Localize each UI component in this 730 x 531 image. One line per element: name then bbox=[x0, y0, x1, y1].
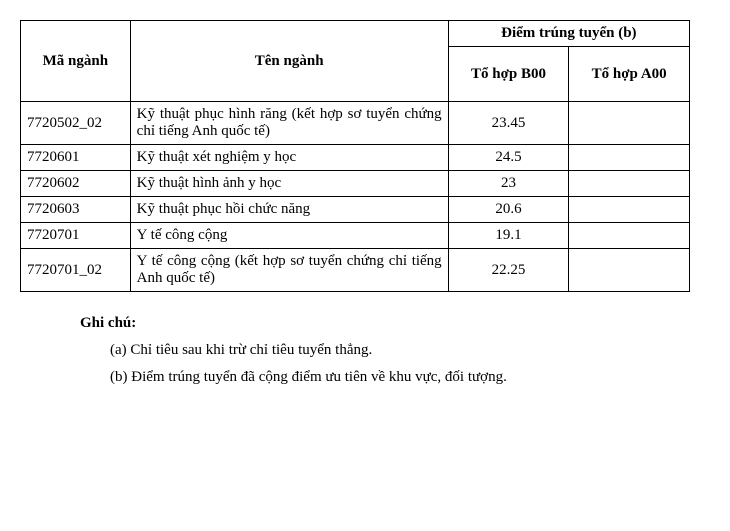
cell-ma: 7720701 bbox=[21, 223, 131, 249]
cell-ma: 7720603 bbox=[21, 197, 131, 223]
cell-b00: 19.1 bbox=[448, 223, 569, 249]
cell-a00 bbox=[569, 197, 690, 223]
cell-b00: 23.45 bbox=[448, 102, 569, 145]
table-body: 7720502_02 Kỹ thuật phục hình răng (kết … bbox=[21, 102, 690, 292]
header-a00: Tổ hợp A00 bbox=[569, 47, 690, 102]
table-header-row-1: Mã ngành Tên ngành Điểm trúng tuyển (b) bbox=[21, 21, 690, 47]
note-b: (b) Điểm trúng tuyển đã cộng điểm ưu tiê… bbox=[110, 364, 710, 391]
cell-ten: Kỹ thuật xét nghiệm y học bbox=[130, 145, 448, 171]
cell-a00 bbox=[569, 223, 690, 249]
cell-a00 bbox=[569, 102, 690, 145]
cell-ten: Y tế công cộng (kết hợp sơ tuyển chứng c… bbox=[130, 249, 448, 292]
cell-b00: 20.6 bbox=[448, 197, 569, 223]
cell-a00 bbox=[569, 145, 690, 171]
cell-ten: Kỹ thuật hình ảnh y học bbox=[130, 171, 448, 197]
header-ten: Tên ngành bbox=[130, 21, 448, 102]
cell-ma: 7720601 bbox=[21, 145, 131, 171]
admission-scores-table: Mã ngành Tên ngành Điểm trúng tuyển (b) … bbox=[20, 20, 690, 292]
notes-section: Ghi chú: (a) Chỉ tiêu sau khi trừ chỉ ti… bbox=[80, 310, 710, 391]
notes-title: Ghi chú: bbox=[80, 310, 710, 337]
cell-ma: 7720701_02 bbox=[21, 249, 131, 292]
cell-ten: Kỹ thuật phục hồi chức năng bbox=[130, 197, 448, 223]
header-b00: Tổ hợp B00 bbox=[448, 47, 569, 102]
cell-ten: Kỹ thuật phục hình răng (kết hợp sơ tuyể… bbox=[130, 102, 448, 145]
cell-a00 bbox=[569, 249, 690, 292]
table-row: 7720502_02 Kỹ thuật phục hình răng (kết … bbox=[21, 102, 690, 145]
note-a: (a) Chỉ tiêu sau khi trừ chỉ tiêu tuyển … bbox=[110, 337, 710, 364]
cell-b00: 22.25 bbox=[448, 249, 569, 292]
table-row: 7720701_02 Y tế công cộng (kết hợp sơ tu… bbox=[21, 249, 690, 292]
cell-ma: 7720602 bbox=[21, 171, 131, 197]
cell-b00: 23 bbox=[448, 171, 569, 197]
cell-b00: 24.5 bbox=[448, 145, 569, 171]
table-row: 7720701 Y tế công cộng 19.1 bbox=[21, 223, 690, 249]
cell-ma: 7720502_02 bbox=[21, 102, 131, 145]
cell-ten: Y tế công cộng bbox=[130, 223, 448, 249]
table-row: 7720602 Kỹ thuật hình ảnh y học 23 bbox=[21, 171, 690, 197]
table-row: 7720601 Kỹ thuật xét nghiệm y học 24.5 bbox=[21, 145, 690, 171]
table-row: 7720603 Kỹ thuật phục hồi chức năng 20.6 bbox=[21, 197, 690, 223]
cell-a00 bbox=[569, 171, 690, 197]
header-diem: Điểm trúng tuyển (b) bbox=[448, 21, 689, 47]
header-ma: Mã ngành bbox=[21, 21, 131, 102]
